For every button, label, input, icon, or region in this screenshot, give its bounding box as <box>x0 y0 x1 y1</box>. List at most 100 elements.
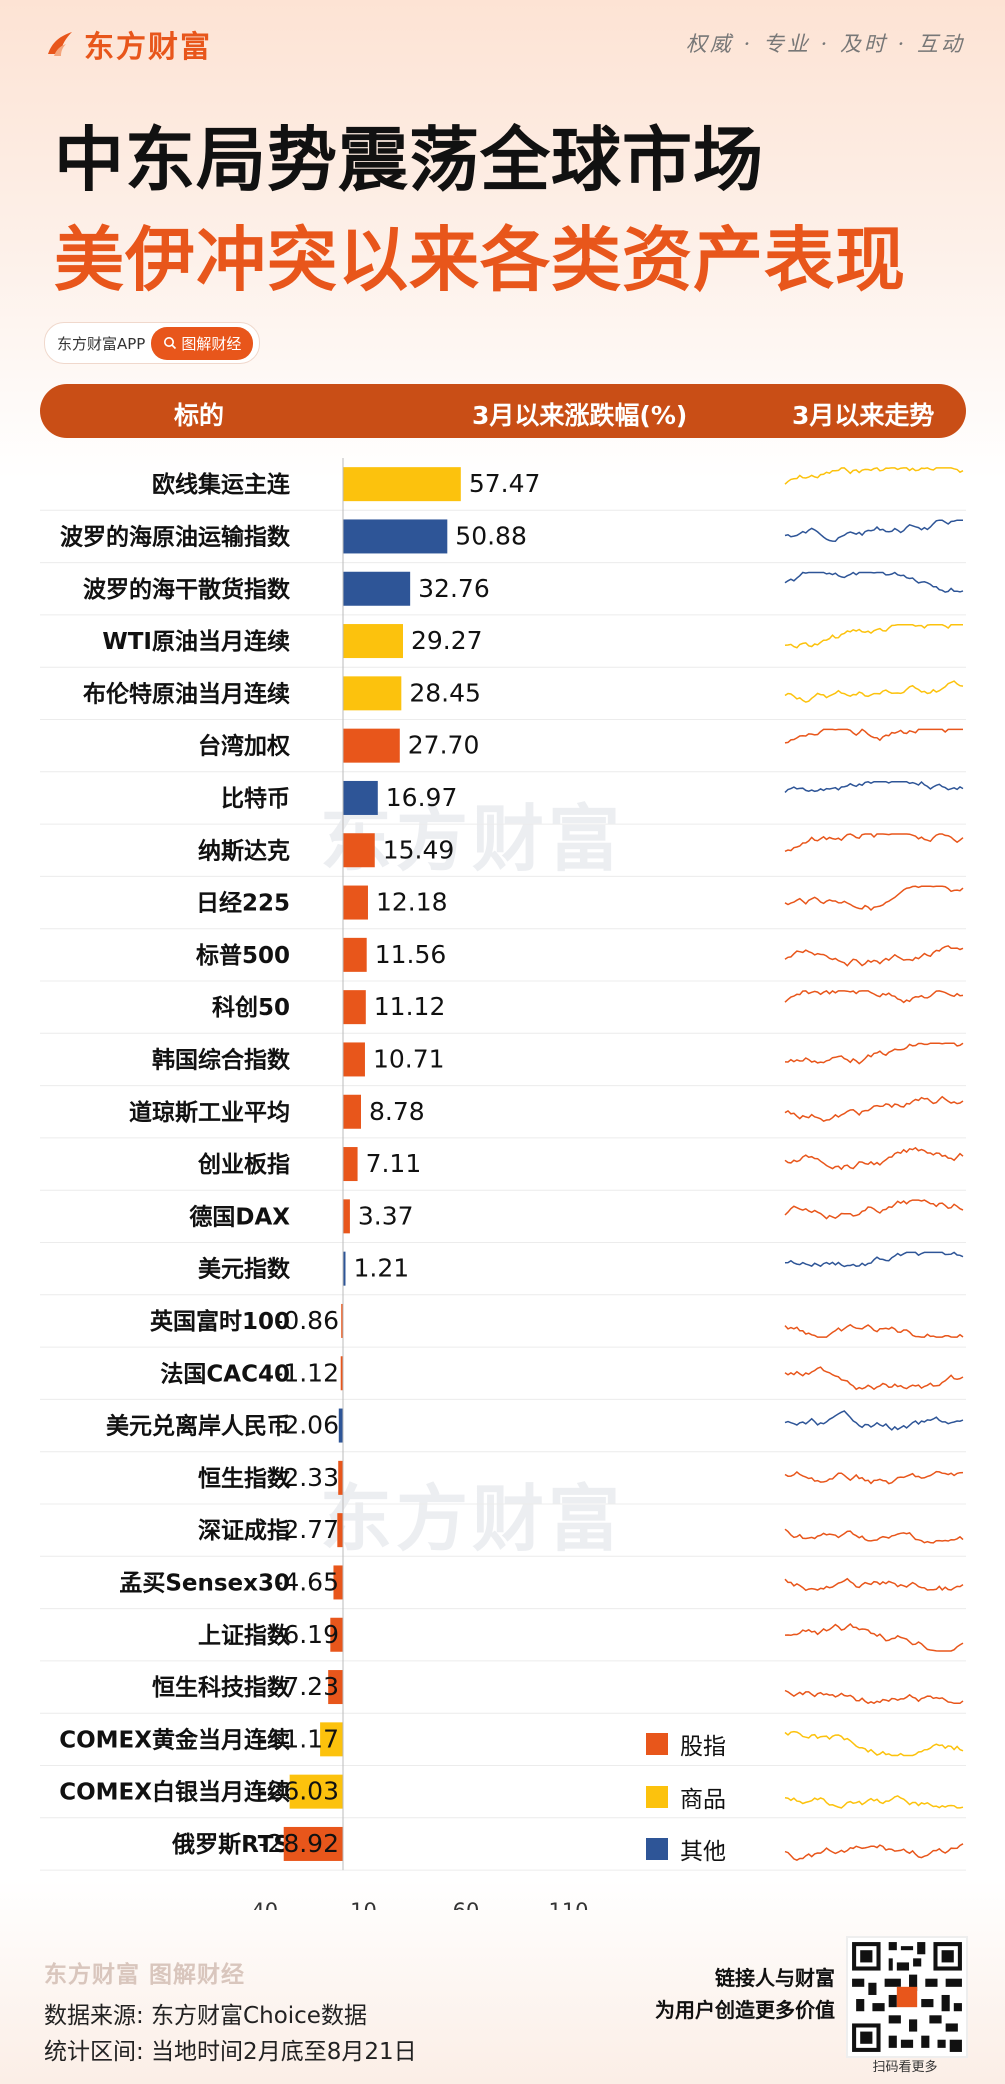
table-header: 标的 3月以来涨跌幅(%) 3月以来走势 <box>40 384 966 438</box>
header-subject: 标的 <box>174 401 225 430</box>
trend-sparkline <box>784 1470 964 1485</box>
category-label: 恒生科技指数 <box>152 1675 291 1701</box>
legend-label: 其他 <box>680 1838 726 1865</box>
legend-item: 其他 <box>646 1832 726 1866</box>
bar <box>343 1042 365 1077</box>
trend-sparkline <box>784 1528 964 1544</box>
value-label: 27.70 <box>408 731 480 760</box>
x-tick-label: -40 <box>244 1899 278 1910</box>
value-label: -2.33 <box>274 1463 339 1492</box>
trend-sparkline <box>784 467 964 485</box>
page-subtitle: 美伊冲突以来各类资产表现 <box>54 219 906 301</box>
category-label: 道琼斯工业平均 <box>129 1099 290 1126</box>
bar <box>343 676 402 711</box>
value-label: -6.19 <box>274 1620 339 1649</box>
category-label: 深证成指 <box>198 1518 290 1544</box>
value-label: 7.11 <box>366 1149 422 1178</box>
category-label: COMEX黄金当月连续 <box>59 1726 290 1753</box>
search-icon <box>164 337 177 350</box>
legend-label: 商品 <box>680 1786 726 1813</box>
trend-sparkline <box>784 1622 964 1652</box>
trend-sparkline <box>784 1199 964 1220</box>
bar <box>343 885 368 920</box>
bar <box>343 990 366 1025</box>
trend-sparkline <box>784 1689 964 1705</box>
category-label: WTI原油当月连续 <box>102 628 290 655</box>
infographic-button[interactable]: 图解财经 <box>151 326 254 360</box>
category-label: 韩国综合指数 <box>152 1046 291 1073</box>
data-period: 统计区间: 当地时间2月底至8月21日 <box>44 2039 417 2065</box>
bar <box>343 780 378 815</box>
category-label: 标普500 <box>196 942 290 969</box>
value-label: -1.12 <box>274 1358 339 1387</box>
trend-sparkline <box>784 1095 964 1123</box>
trend-sparkline <box>784 680 964 703</box>
value-label: -26.03 <box>258 1777 339 1806</box>
value-label: 11.56 <box>375 940 447 969</box>
category-label: 布伦特原油当月连续 <box>83 680 290 707</box>
qr-code-icon[interactable] <box>846 1936 968 2058</box>
trend-sparkline <box>784 1730 964 1757</box>
bar <box>330 1617 343 1652</box>
trend-sparkline <box>784 1795 964 1809</box>
value-label: 28.45 <box>409 678 481 707</box>
value-label: -11.17 <box>258 1724 339 1753</box>
page-title: 中东局势震荡全球市场 <box>54 119 764 201</box>
trend-sparkline <box>784 1577 964 1592</box>
value-label: 3.37 <box>358 1201 414 1230</box>
category-label: 美元指数 <box>198 1256 291 1283</box>
x-tick-label: 110 <box>548 1899 588 1910</box>
bar <box>283 1826 343 1861</box>
app-name: 东方财富APP <box>57 334 146 353</box>
value-label: 11.12 <box>374 992 446 1021</box>
trend-sparkline <box>784 1410 964 1431</box>
category-label: 日经225 <box>196 890 290 917</box>
flame-logo-icon <box>48 32 72 56</box>
value-label: 57.47 <box>469 469 541 498</box>
value-label: -4.65 <box>274 1567 339 1596</box>
trend-sparkline <box>784 780 964 793</box>
brand-slogan: 权威 · 专业 · 及时 · 互动 <box>685 32 965 56</box>
bar <box>343 937 367 972</box>
bar <box>343 624 404 659</box>
category-label: 波罗的海原油运输指数 <box>60 523 291 550</box>
category-label: 俄罗斯RTS <box>171 1831 290 1858</box>
trend-sparkline <box>784 885 964 912</box>
value-label: -2.77 <box>274 1515 339 1544</box>
category-label: 创业板指 <box>197 1152 290 1178</box>
bar <box>343 519 448 554</box>
bar <box>343 1199 350 1234</box>
bar <box>333 1565 343 1600</box>
value-label: 50.88 <box>455 521 527 550</box>
value-label: -28.92 <box>258 1829 339 1858</box>
bar <box>343 571 411 606</box>
qr-caption: 扫码看更多 <box>872 2060 938 2075</box>
infographic-button-label: 图解财经 <box>181 334 242 353</box>
bar <box>320 1722 343 1757</box>
brand-name: 东方财富 <box>84 30 212 65</box>
value-label: 8.78 <box>369 1097 425 1126</box>
category-label: COMEX白银当月连续 <box>59 1779 290 1806</box>
footer-tagline: 链接人与财富 为用户创造更多价值 <box>655 1962 835 2026</box>
legend-item: 股指 <box>646 1727 726 1761</box>
category-label: 恒生指数 <box>198 1466 291 1492</box>
legend-swatch <box>646 1837 668 1860</box>
bar <box>338 1460 343 1495</box>
bar <box>343 833 375 868</box>
trend-sparkline <box>784 989 964 1004</box>
category-label: 台湾加权 <box>198 733 290 760</box>
bar <box>343 1147 358 1182</box>
performance-bar-chart: 欧线集运主连 57.47 波罗的海原油运输指数 50.88 波罗的海干散货指数 32.76… <box>40 458 966 1910</box>
trend-sparkline <box>784 1251 964 1268</box>
trend-sparkline <box>784 728 963 744</box>
legend-swatch <box>646 1785 668 1808</box>
category-label: 纳斯达克 <box>198 837 290 864</box>
value-label: 15.49 <box>383 835 455 864</box>
trend-sparkline <box>784 945 964 967</box>
value-label: -2.06 <box>274 1411 339 1440</box>
x-tick-label: 60 <box>453 1899 480 1910</box>
legend-swatch <box>646 1733 668 1756</box>
tagline-line-2: 为用户创造更多价值 <box>655 1998 835 2022</box>
trend-sparkline <box>784 1323 964 1338</box>
value-label: 32.76 <box>418 574 490 603</box>
